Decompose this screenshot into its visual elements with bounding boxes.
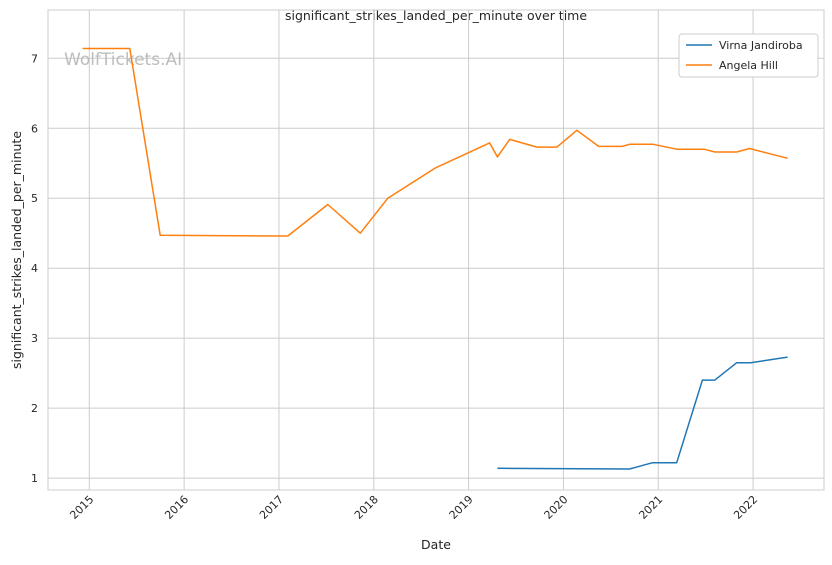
legend-label-angela-hill: Angela Hill bbox=[719, 59, 778, 72]
y-tick-label: 7 bbox=[31, 52, 38, 65]
x-tick-label: 2019 bbox=[447, 493, 476, 522]
x-tick-label: 2021 bbox=[636, 493, 665, 522]
plot-frame bbox=[48, 10, 824, 490]
x-tick-label: 2016 bbox=[162, 493, 191, 522]
grid bbox=[48, 10, 824, 490]
x-tick-label: 2020 bbox=[542, 493, 571, 522]
legend-label-virna-jandiroba: Virna Jandiroba bbox=[719, 39, 803, 52]
series-line-virna-jandiroba bbox=[497, 357, 787, 469]
x-axis-label: Date bbox=[421, 537, 451, 552]
y-tick-labels: 1 2 3 4 5 6 7 bbox=[31, 52, 38, 485]
y-axis-label: significant_strikes_landed_per_minute bbox=[9, 131, 24, 369]
x-tick-label: 2022 bbox=[731, 493, 760, 522]
x-tick-labels: 2015 2016 2017 2018 2019 2020 2021 2022 bbox=[67, 493, 760, 522]
legend: Virna Jandiroba Angela Hill bbox=[679, 34, 818, 77]
y-tick-label: 6 bbox=[31, 122, 38, 135]
x-tick-label: 2017 bbox=[257, 493, 286, 522]
y-tick-label: 5 bbox=[31, 192, 38, 205]
y-tick-label: 4 bbox=[31, 262, 38, 275]
y-tick-label: 1 bbox=[31, 472, 38, 485]
x-tick-label: 2015 bbox=[67, 493, 96, 522]
series-lines bbox=[82, 48, 787, 469]
y-tick-label: 2 bbox=[31, 402, 38, 415]
x-tick-label: 2018 bbox=[352, 493, 381, 522]
watermark: WolfTickets.AI bbox=[64, 50, 182, 70]
y-tick-label: 3 bbox=[31, 332, 38, 345]
